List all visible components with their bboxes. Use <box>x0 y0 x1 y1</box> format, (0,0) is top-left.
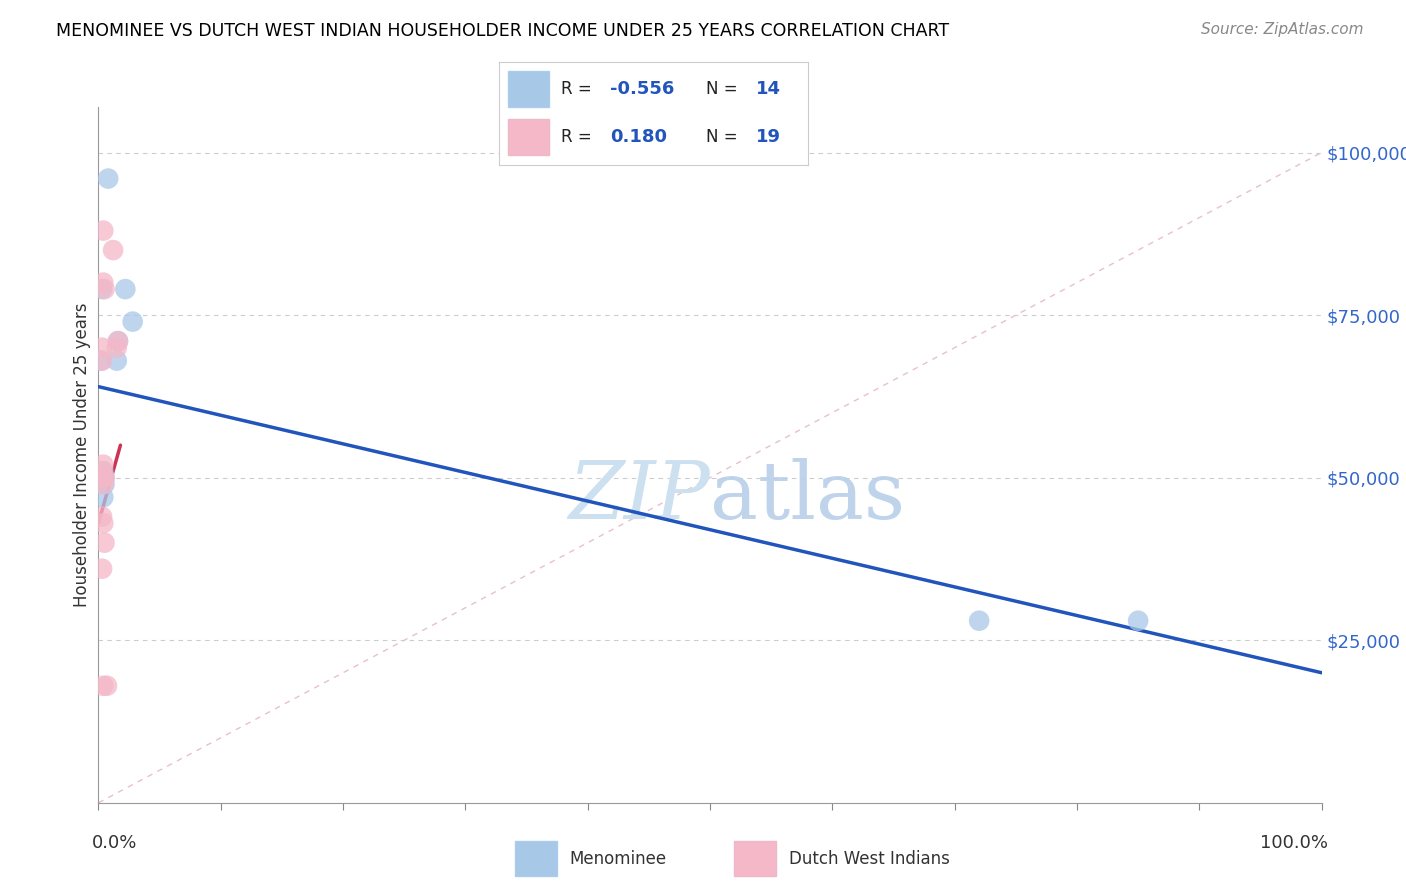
Y-axis label: Householder Income Under 25 years: Householder Income Under 25 years <box>73 302 91 607</box>
Text: 100.0%: 100.0% <box>1260 834 1327 852</box>
Point <box>91 341 114 355</box>
Text: MENOMINEE VS DUTCH WEST INDIAN HOUSEHOLDER INCOME UNDER 25 YEARS CORRELATION CHA: MENOMINEE VS DUTCH WEST INDIAN HOUSEHOLD… <box>56 22 949 40</box>
Point <box>91 516 114 531</box>
Point <box>91 282 114 296</box>
Point <box>91 464 114 478</box>
Point <box>101 243 124 257</box>
Point <box>91 679 114 693</box>
Text: -0.556: -0.556 <box>610 79 675 97</box>
Point <box>93 477 115 491</box>
Point <box>91 471 114 485</box>
Point <box>967 614 990 628</box>
Point <box>90 353 112 368</box>
Text: Menominee: Menominee <box>569 849 666 868</box>
Point <box>107 334 129 348</box>
Point <box>91 464 114 478</box>
Point <box>91 276 114 290</box>
Point <box>97 171 120 186</box>
Point <box>93 282 115 296</box>
Point <box>91 353 114 368</box>
Point <box>1128 614 1150 628</box>
Point <box>105 341 128 355</box>
Text: N =: N = <box>706 128 744 145</box>
Point <box>91 477 114 491</box>
Point <box>91 464 114 478</box>
Point <box>96 679 118 693</box>
Text: Source: ZipAtlas.com: Source: ZipAtlas.com <box>1201 22 1364 37</box>
Point <box>121 315 143 329</box>
Point <box>91 458 114 472</box>
FancyBboxPatch shape <box>734 841 776 876</box>
Text: 0.0%: 0.0% <box>93 834 138 852</box>
FancyBboxPatch shape <box>509 119 548 155</box>
Point <box>93 535 115 549</box>
Point <box>91 224 114 238</box>
Text: 0.180: 0.180 <box>610 128 668 145</box>
Point <box>91 490 114 504</box>
Text: ZIP: ZIP <box>568 458 710 535</box>
Text: 19: 19 <box>756 128 780 145</box>
Point <box>114 282 136 296</box>
Text: Dutch West Indians: Dutch West Indians <box>789 849 949 868</box>
Point <box>91 562 114 576</box>
Text: R =: R = <box>561 79 598 97</box>
FancyBboxPatch shape <box>509 70 548 106</box>
FancyBboxPatch shape <box>515 841 557 876</box>
Point <box>107 334 129 348</box>
Point <box>93 471 115 485</box>
Text: 14: 14 <box>756 79 780 97</box>
Point <box>105 353 128 368</box>
Text: atlas: atlas <box>710 458 905 536</box>
Point <box>91 509 114 524</box>
Point <box>93 471 115 485</box>
Text: R =: R = <box>561 128 598 145</box>
Text: N =: N = <box>706 79 744 97</box>
